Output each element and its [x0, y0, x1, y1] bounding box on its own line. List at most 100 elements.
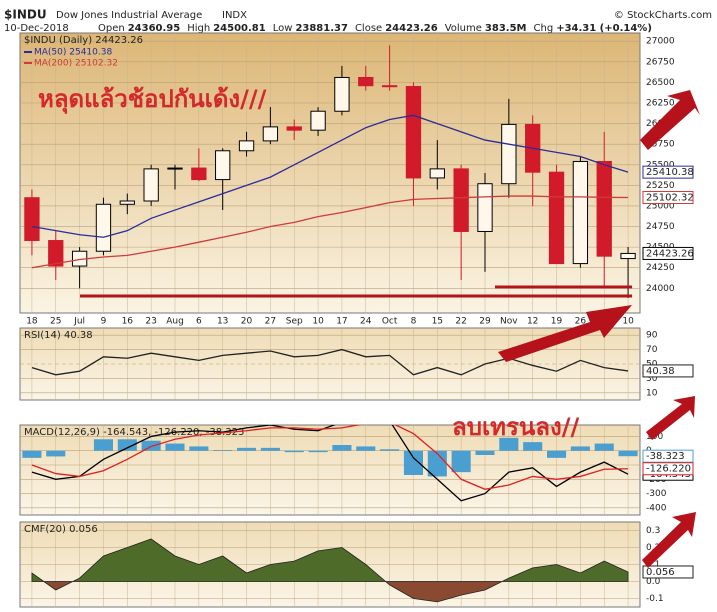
histogram-bar: [189, 446, 209, 451]
candle-body: [501, 123, 517, 185]
line: [31, 425, 629, 502]
histogram-bar: [260, 447, 280, 451]
value-flag: 24423.26: [646, 248, 694, 259]
candle-body: [48, 240, 64, 267]
stat-value: 24500.81: [213, 23, 266, 34]
histogram-bar: [380, 449, 400, 451]
value-flag: 0.056: [646, 567, 675, 578]
x-tick-label: 25: [50, 317, 61, 327]
candle-body: [334, 76, 350, 112]
stat-value: 23881.37: [295, 23, 348, 34]
x-tick-label: 10: [312, 317, 324, 327]
y-tick-label: 0.2: [646, 543, 660, 553]
stat-value: +34.31 (+0.14%): [556, 23, 652, 34]
value-flag: -126.220: [646, 464, 691, 475]
y-tick-label: 27000: [646, 37, 675, 47]
x-tick-label: 12: [527, 317, 538, 327]
copyright: © StockCharts.com: [614, 10, 712, 21]
candle-body: [453, 168, 469, 232]
y-tick-label: 26500: [646, 78, 675, 88]
x-tick-label: Jul: [73, 317, 85, 327]
value-flag: -38.323: [646, 451, 685, 462]
histogram-bar: [213, 450, 233, 451]
x-tick-label: 17: [336, 317, 347, 327]
y-tick-label: 25250: [646, 181, 675, 191]
x-tick-label: Sep: [286, 317, 303, 327]
stat-value: 383.5M: [485, 23, 527, 34]
stat-value: 24360.95: [128, 23, 181, 34]
y-tick-label: 24250: [646, 263, 675, 273]
histogram-bar: [451, 450, 471, 473]
candle-body: [191, 167, 207, 181]
histogram-bar: [308, 450, 328, 453]
arrow: [642, 512, 696, 568]
x-tick-label: Aug: [166, 317, 184, 327]
line: [31, 425, 629, 490]
plot: [22, 425, 638, 502]
y-tick-label: 90: [646, 331, 658, 341]
x-tick-label: 13: [217, 317, 228, 327]
y-tick-label: 0.0: [646, 577, 661, 587]
stat-label: High: [187, 23, 210, 34]
panel-title: $INDU (Daily) 24423.26: [24, 35, 143, 46]
y-tick-label: 26750: [646, 57, 675, 67]
y-tick-label: 24750: [646, 222, 675, 232]
x-tick-label: 20: [241, 317, 253, 327]
histogram-bar: [332, 445, 352, 451]
header: $INDU Dow Jones Industrial Average INDX …: [4, 8, 712, 35]
candle-body: [548, 171, 565, 265]
arrow: [640, 90, 700, 150]
histogram-bar: [594, 443, 614, 451]
x-tick-label: Nov: [500, 317, 518, 327]
area: [31, 538, 629, 603]
value-flag-box: [642, 364, 694, 378]
candle-body: [620, 252, 636, 260]
panel-title: RSI(14) 40.38: [24, 330, 93, 341]
y-tick-label: 70: [646, 345, 658, 355]
x-tick-label: 16: [122, 317, 134, 327]
annotation: ลบเทรนลง//: [452, 413, 579, 441]
histogram-bar: [403, 450, 423, 475]
value-flag: 25102.32: [646, 193, 694, 204]
y-tick-label: 24000: [646, 284, 675, 294]
candle-body: [167, 167, 183, 170]
candle-body: [286, 126, 302, 131]
value-flag-box: [642, 246, 694, 260]
panel-bg: [19, 32, 641, 314]
candle-body: [429, 168, 445, 179]
candle-body: [24, 197, 40, 242]
candle-body: [238, 140, 255, 152]
value-flag-box: [642, 165, 694, 179]
line: [31, 114, 629, 238]
x-tick-label: 27: [265, 317, 276, 327]
y-tick-label: -400: [646, 503, 667, 513]
x-tick-label: 10: [622, 317, 634, 327]
stat-label: Close: [355, 23, 382, 34]
name: Dow Jones Industrial Average: [56, 10, 202, 21]
histogram-bar: [618, 450, 638, 457]
histogram-bar: [165, 443, 185, 451]
arrow: [646, 396, 695, 440]
value-flag-box: [642, 462, 694, 476]
x-tick-label: 15: [432, 317, 443, 327]
y-tick-label: 26250: [646, 99, 675, 109]
candle-body: [310, 110, 326, 131]
x-tick-label: Oct: [382, 317, 398, 327]
histogram-bar: [523, 442, 543, 451]
x-tick-label: 22: [455, 317, 466, 327]
y-tick-label: 25500: [646, 160, 675, 170]
candle-body: [405, 86, 422, 179]
candle-body: [596, 160, 612, 257]
y-tick-label: 0.3: [646, 526, 660, 536]
y-tick-label: 30: [646, 374, 658, 384]
histogram-bar: [93, 439, 113, 451]
value-flag-box: [642, 191, 694, 205]
x-tick-label: 8: [411, 317, 417, 327]
plot: [31, 538, 629, 603]
y-tick-label: 25000: [646, 201, 675, 211]
value-flag-box: [642, 565, 694, 579]
arrow: [498, 305, 632, 362]
panel-title: MACD(12,26,9) -164.543, -126.220, -38.32…: [24, 427, 244, 438]
annotation: หลุดแล้วช้อปกันเด้ง///: [38, 85, 267, 115]
